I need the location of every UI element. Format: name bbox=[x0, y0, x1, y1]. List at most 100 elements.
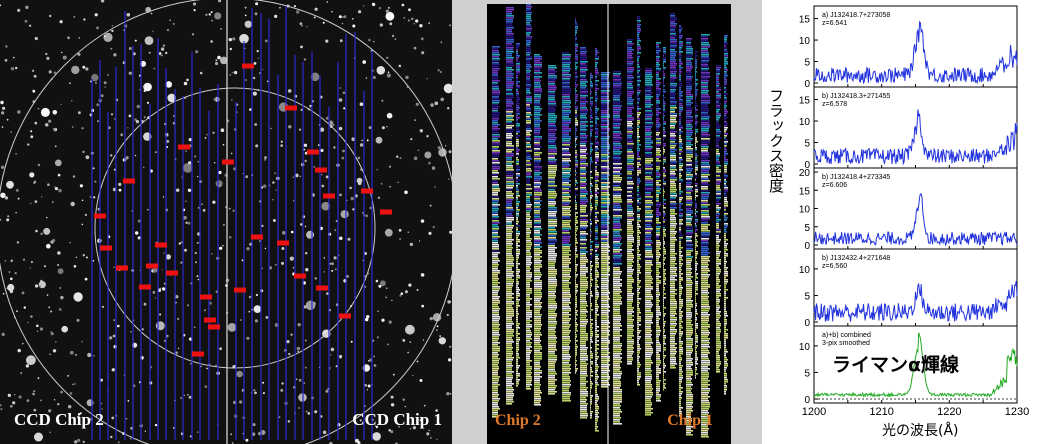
target-slit-marker bbox=[315, 167, 327, 173]
star bbox=[41, 196, 43, 198]
spectrum-pixel-row bbox=[686, 148, 693, 150]
star bbox=[298, 407, 300, 409]
spectrum-pixel-row bbox=[492, 240, 498, 242]
spectrum-pixel-row bbox=[580, 329, 586, 331]
spectrum-pixel-row bbox=[526, 302, 530, 304]
spectrum-pixel-row bbox=[534, 288, 542, 290]
spectrum-pixel-row bbox=[613, 389, 622, 391]
spectrum-pixel-row bbox=[637, 122, 640, 124]
spectrum-pixel-row bbox=[663, 225, 665, 227]
spectrum-pixel-row bbox=[534, 228, 542, 230]
spectrum-pixel-row bbox=[590, 179, 591, 181]
spectrum-pixel-row bbox=[590, 159, 592, 161]
spectrum-pixel-row bbox=[686, 404, 692, 406]
spectrum-pixel-row bbox=[663, 373, 664, 375]
spectrum-pixel-row bbox=[701, 52, 709, 54]
spectrum-pixel-row bbox=[516, 139, 519, 141]
spectrum-pixel-row bbox=[580, 189, 587, 191]
spectrum-pixel-row bbox=[679, 311, 683, 313]
spectrum-pixel-row bbox=[627, 263, 632, 265]
spectrum-pixel-row bbox=[562, 196, 571, 198]
spectrum-pixel-row bbox=[637, 202, 641, 204]
spectrum-pixel-row bbox=[695, 185, 697, 187]
spectrum-pixel-row bbox=[492, 366, 499, 368]
spectrum-pixel-row bbox=[686, 120, 693, 122]
spectrum-pixel-row bbox=[663, 375, 664, 377]
spectrum-pixel-row bbox=[686, 414, 691, 416]
star bbox=[449, 345, 452, 348]
spectrum-pixel-row bbox=[670, 13, 675, 15]
spectrum-pixel-row bbox=[686, 420, 692, 422]
spectrum-pixel-row bbox=[595, 146, 598, 148]
spectrum-pixel-row bbox=[506, 309, 514, 311]
spectrum-pixel-row bbox=[590, 267, 592, 269]
spectrum-pixel-row bbox=[613, 97, 620, 99]
spectrum-pixel-row bbox=[637, 160, 641, 162]
star bbox=[182, 163, 193, 173]
spectrum-pixel-row bbox=[613, 163, 622, 165]
spectrum-pixel-row bbox=[670, 113, 677, 115]
spectrum-pixel-row bbox=[663, 349, 666, 351]
spectrum-pixel-row bbox=[506, 97, 514, 99]
spectrum-pixel-row bbox=[656, 292, 660, 294]
spectrum-pixel-row bbox=[695, 321, 696, 323]
spectrum-pixel-row bbox=[534, 258, 540, 260]
spectrum-pixel-row bbox=[695, 341, 698, 343]
spectrum-pixel-row bbox=[601, 90, 610, 92]
spectrum-pixel-row bbox=[670, 61, 676, 63]
spectrum-pixel-row bbox=[645, 402, 652, 404]
spectrum-pixel-row bbox=[526, 246, 531, 248]
spectrum-pixel-row bbox=[663, 163, 664, 165]
spectrum-pixel-row bbox=[645, 94, 651, 96]
spectrum-pixel-row bbox=[679, 349, 683, 351]
target-slit-marker bbox=[361, 188, 373, 194]
spectrum-pixel-row bbox=[534, 196, 540, 198]
star bbox=[93, 355, 95, 357]
spectrum-pixel-row bbox=[595, 192, 599, 194]
spectrum-pixel-row bbox=[526, 200, 530, 202]
spectrum-pixel-row bbox=[670, 131, 677, 133]
spectrum-pixel-row bbox=[492, 386, 498, 388]
spectrum-pixel-row bbox=[686, 288, 692, 290]
star bbox=[351, 18, 354, 20]
spectrum-pixel-row bbox=[613, 87, 622, 89]
spectrum-pixel-row bbox=[516, 217, 518, 219]
spectrum-pixel-row bbox=[506, 281, 514, 283]
spectrum-pixel-row bbox=[526, 298, 532, 300]
spectrum-pixel-row bbox=[663, 231, 665, 233]
spectrum-pixel-row bbox=[656, 372, 661, 374]
spectrum-pixel-row bbox=[637, 354, 639, 356]
spectrum-pixel-row bbox=[562, 346, 570, 348]
spectrum-pixel-row bbox=[627, 289, 632, 291]
spectrum-pixel-row bbox=[590, 233, 591, 235]
spectrum-pixel-row bbox=[670, 353, 676, 355]
spectrum-pixel-row bbox=[548, 167, 557, 169]
spectrum-pixel-row bbox=[670, 255, 675, 257]
spectrum-pixel-row bbox=[679, 149, 682, 151]
spectrum-pixel-row bbox=[695, 205, 697, 207]
star bbox=[165, 81, 173, 88]
spectrum-pixel-row bbox=[679, 123, 681, 125]
spectrum-pixel-row bbox=[637, 214, 640, 216]
spectrum-pixel-row bbox=[506, 303, 514, 305]
spectrum-pixel-row bbox=[516, 307, 518, 309]
spectrum-pixel-row bbox=[613, 369, 620, 371]
spectrum-pixel-row bbox=[595, 402, 597, 404]
spectrum-pixel-row bbox=[590, 347, 592, 349]
spectrum-pixel-row bbox=[701, 174, 710, 176]
star bbox=[447, 300, 451, 304]
star bbox=[81, 199, 84, 202]
spectrum-pixel-row bbox=[663, 261, 664, 263]
spectrum-pixel-row bbox=[645, 110, 652, 112]
spectrum-pixel-row bbox=[637, 130, 639, 132]
star bbox=[231, 442, 234, 444]
spectrum-pixel-row bbox=[506, 307, 513, 309]
spectrum-pixel-row bbox=[534, 342, 540, 344]
spectrum-pixel-row bbox=[637, 56, 640, 58]
spectrum-pixel-row bbox=[492, 244, 499, 246]
spectrum-pixel-row bbox=[663, 75, 665, 77]
spectrum-pixel-row bbox=[580, 209, 586, 211]
spectrum-pixel-row bbox=[506, 375, 513, 377]
spectrum-pixel-row bbox=[526, 324, 532, 326]
spectrum-pixel-row bbox=[695, 375, 696, 377]
